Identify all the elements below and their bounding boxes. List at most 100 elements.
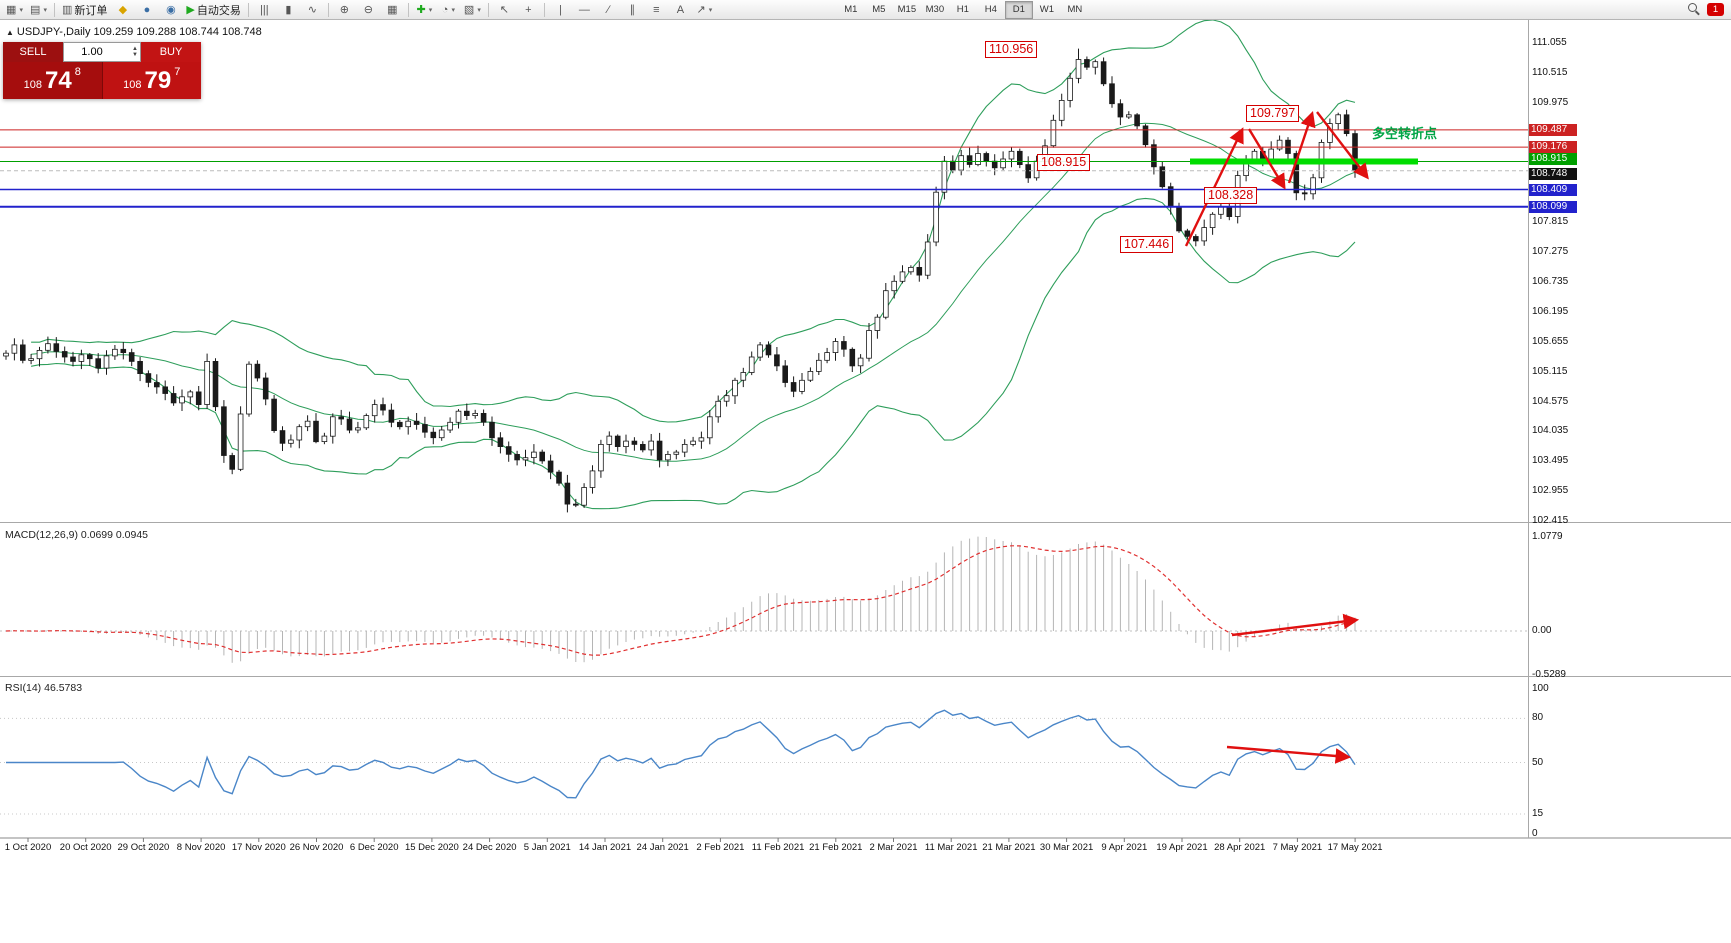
chart-window[interactable]: 111.055 110.515 109.975 107.815 107.275 106.7… <box>0 20 1731 943</box>
market-watch-icon: ● <box>143 3 151 16</box>
bars-chart-icon: ||| <box>260 3 269 16</box>
cursor-icon: ↖ <box>499 4 509 16</box>
indicators-icon: ✚ <box>416 4 426 16</box>
tile-windows-icon[interactable]: ▦ <box>381 0 404 19</box>
toolbar-separator <box>487 2 489 17</box>
line-chart-icon: ∿ <box>307 4 317 16</box>
buy-price-big: 79 <box>144 66 172 94</box>
candles-chart-icon: ▮ <box>285 4 292 16</box>
new-order-button[interactable]: ▥ 新订单 <box>59 0 110 19</box>
rsi-indicator-label: RSI(14) 46.5783 <box>5 682 83 694</box>
navigator-icon[interactable]: ◉ <box>159 0 182 19</box>
chart-canvas[interactable] <box>0 20 1731 943</box>
timeframe-mn[interactable]: MN <box>1067 4 1083 15</box>
sell-price[interactable]: 108 74 8 <box>3 62 102 99</box>
horizontal-line-icon[interactable]: — <box>573 0 596 19</box>
crosshair-icon[interactable]: + <box>517 0 540 19</box>
horizontal-line-icon: — <box>578 3 590 16</box>
toolbar-separator <box>54 2 55 17</box>
volume-up-icon[interactable]: ▲ <box>132 46 138 52</box>
cursor-icon[interactable]: ↖ <box>493 0 516 19</box>
horizontal-level-lines[interactable] <box>0 129 1528 208</box>
volume-stepper: ▲ ▼ <box>130 46 140 58</box>
macd-indicator-label: MACD(12,26,9) 0.0699 0.0945 <box>5 529 149 541</box>
sell-price-big: 74 <box>45 66 72 94</box>
toolbar-separator <box>407 2 409 17</box>
buy-button[interactable]: BUY <box>141 42 201 62</box>
panel-separators[interactable] <box>0 20 1731 842</box>
new-order-icon: ▥ <box>62 4 73 16</box>
trendline-icon[interactable]: ∕ <box>597 0 620 19</box>
metaeditor-icon[interactable]: ◆ <box>111 0 134 19</box>
templates-icon[interactable]: ▧ ▾ <box>461 0 484 19</box>
timeframe-m15[interactable]: M15 <box>897 4 917 15</box>
candles-chart-icon[interactable]: ▮ <box>277 0 300 19</box>
macd-signal-line <box>5 545 1356 656</box>
sell-price-prefix: 108 <box>23 78 43 91</box>
bollinger-bands <box>30 20 1356 510</box>
fibonacci-icon[interactable]: ≡ <box>645 0 668 19</box>
symbol-ohlc-line: ▲ USDJPY-,Daily 109.259 109.288 108.744 1… <box>6 26 262 38</box>
volume-down-icon[interactable]: ▼ <box>132 52 138 58</box>
chevron-down-icon: ▾ <box>428 6 433 14</box>
toolbar-separator <box>327 2 329 17</box>
timeframe-h4[interactable]: H4 <box>984 4 997 15</box>
one-click-trading-panel: SELL ▲ ▼ BUY 108 74 8 108 79 7 <box>3 42 201 99</box>
buy-price-sup: 7 <box>174 66 181 78</box>
equidistant-channel-icon: ∥ <box>629 4 636 16</box>
buy-price[interactable]: 108 79 7 <box>101 62 201 99</box>
timeframe-h1[interactable]: H1 <box>956 4 969 15</box>
autotrading-icon: ▶ <box>186 4 195 16</box>
timeframe-m1[interactable]: M1 <box>844 4 858 15</box>
vertical-line-icon[interactable]: | <box>549 0 572 19</box>
notification-badge[interactable]: 1 <box>1707 3 1724 16</box>
main-price-panel[interactable] <box>0 20 1528 513</box>
zoom-out-icon: ⊖ <box>363 4 373 16</box>
arrows-icon[interactable]: ↗ ▾ <box>693 0 716 19</box>
chevron-down-icon: ▾ <box>708 6 713 14</box>
candlesticks <box>3 48 1358 513</box>
chevron-down-icon: ▾ <box>477 6 481 14</box>
volume-input[interactable] <box>64 45 120 59</box>
chevron-down-icon: ▾ <box>43 6 47 14</box>
rsi-panel[interactable] <box>0 709 1528 815</box>
new-order-label: 新订单 <box>74 4 108 17</box>
macd-panel[interactable] <box>0 536 1528 663</box>
trend-arrow-macd[interactable] <box>1231 613 1360 637</box>
text-icon[interactable]: A <box>669 0 692 19</box>
chevron-down-icon: ▾ <box>451 6 455 14</box>
autotrading-label: 自动交易 <box>196 4 241 17</box>
profiles-icon: ▤ <box>30 4 41 16</box>
chevron-down-icon: ▾ <box>19 6 23 14</box>
text-icon: A <box>676 3 685 16</box>
new-chart-icon[interactable]: ▦ ▾ <box>3 0 26 19</box>
bars-chart-icon[interactable]: ||| <box>253 0 276 19</box>
toolbar-separator <box>543 2 545 17</box>
arrows-icon: ↗ <box>696 4 706 16</box>
rsi-line <box>6 709 1356 799</box>
periods-icon[interactable]: ◔ ▾ <box>437 0 460 19</box>
sell-price-sup: 8 <box>74 66 81 78</box>
toolbar-right: 1 <box>1688 3 1728 16</box>
trendline-icon: ∕ <box>607 3 610 16</box>
symbol-ohlc-text: USDJPY-,Daily 109.259 109.288 108.744 10… <box>16 26 262 38</box>
timeframe-d1[interactable]: D1 <box>1004 0 1033 19</box>
vertical-line-icon: | <box>558 3 562 16</box>
indicators-icon[interactable]: ✚ ▾ <box>413 0 436 19</box>
trend-arrow-rsi[interactable] <box>1226 745 1352 764</box>
new-chart-icon: ▦ <box>6 4 17 16</box>
search-icon[interactable] <box>1688 3 1701 16</box>
market-watch-icon[interactable]: ● <box>135 0 158 19</box>
collapse-triangle-icon[interactable]: ▲ <box>6 28 14 37</box>
sell-button[interactable]: SELL <box>3 42 63 62</box>
profiles-icon[interactable]: ▤ ▾ <box>27 0 50 19</box>
equidistant-channel-icon[interactable]: ∥ <box>621 0 644 19</box>
zoom-out-icon[interactable]: ⊖ <box>357 0 380 19</box>
timeframe-m5[interactable]: M5 <box>872 4 886 15</box>
timeframe-m30[interactable]: M30 <box>925 4 945 15</box>
zoom-in-icon[interactable]: ⊕ <box>333 0 356 19</box>
autotrading-button[interactable]: ▶ 自动交易 <box>183 0 243 19</box>
volume-field-wrap: ▲ ▼ <box>63 42 141 62</box>
line-chart-icon[interactable]: ∿ <box>301 0 324 19</box>
timeframe-w1[interactable]: W1 <box>1039 4 1054 15</box>
